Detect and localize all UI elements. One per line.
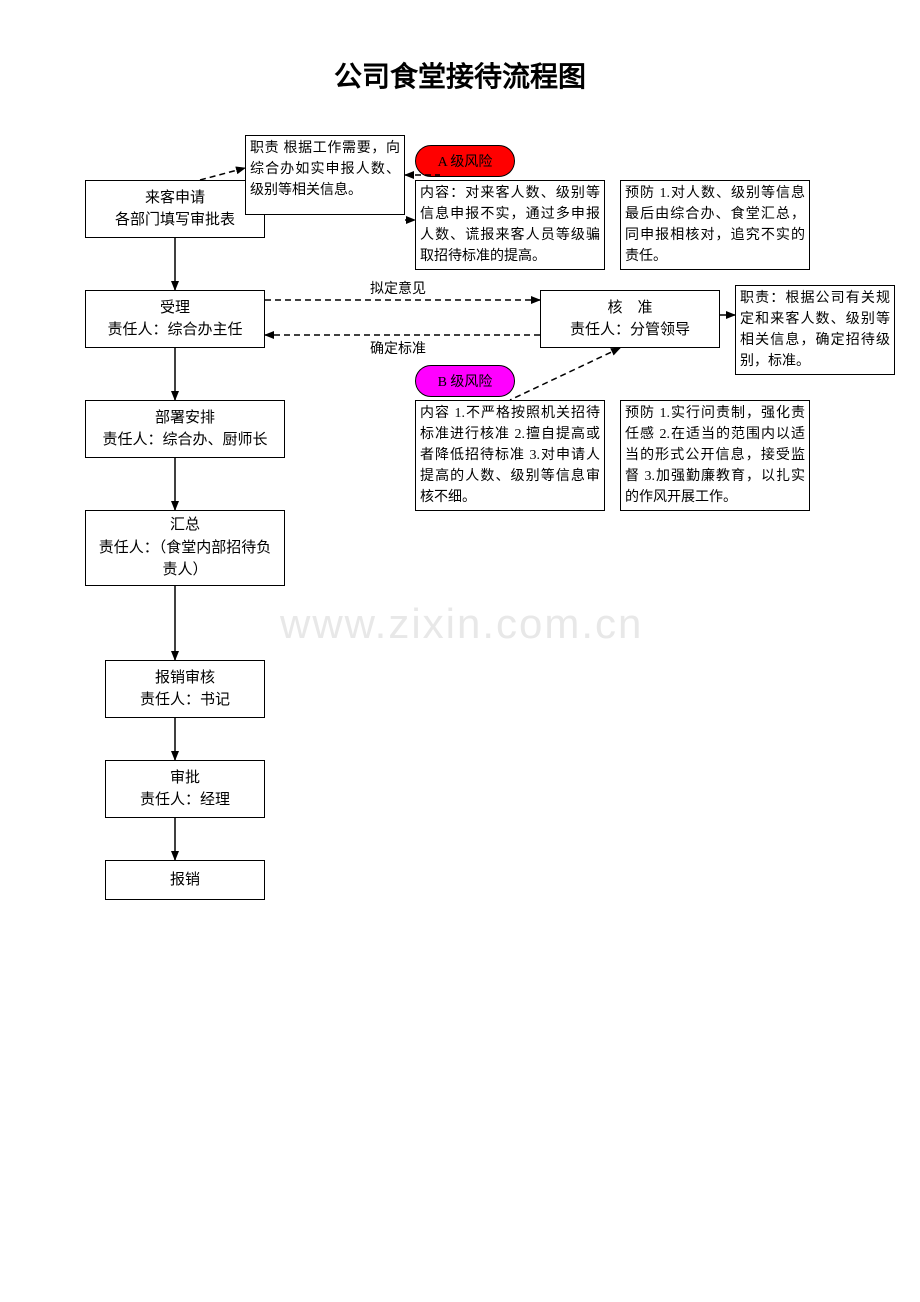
risk-badge-a: A 级风险 (415, 145, 515, 177)
annotation-riskA-prevent: 预防 1.对人数、级别等信息最后由综合办、食堂汇总，同申报相核对，追究不实的责任… (620, 180, 810, 270)
node-reimb-title: 报销 (170, 869, 200, 892)
node-approve-title: 核 准 (607, 297, 652, 320)
node-approve-sub: 责任人：分管领导 (570, 319, 690, 342)
node-apply-sub: 各部门填写审批表 (115, 209, 235, 232)
node-summary: 汇总 责任人：（食堂内部招待负责人） (85, 510, 285, 586)
annotation-riskB-content: 内容 1.不严格按照机关招待标准进行核准 2.擅自提高或者降低招待标准 3.对申… (415, 400, 605, 511)
edge-label-confirm: 确定标准 (370, 338, 426, 358)
node-reimb: 报销 (105, 860, 265, 900)
node-deploy: 部署安排 责任人：综合办、厨师长 (85, 400, 285, 458)
node-deploy-title: 部署安排 (155, 407, 215, 430)
page-title: 公司食堂接待流程图 (0, 55, 920, 95)
node-accept: 受理 责任人：综合办主任 (85, 290, 265, 348)
node-approval-sub: 责任人：经理 (140, 789, 230, 812)
node-apply: 来客申请 各部门填写审批表 (85, 180, 265, 238)
node-approval-title: 审批 (170, 767, 200, 790)
node-apply-title: 来客申请 (145, 187, 205, 210)
node-audit-sub: 责任人：书记 (140, 689, 230, 712)
risk-badge-b: B 级风险 (415, 365, 515, 397)
node-audit: 报销审核 责任人：书记 (105, 660, 265, 718)
node-accept-sub: 责任人：综合办主任 (107, 319, 242, 342)
node-accept-title: 受理 (160, 297, 190, 320)
annotation-duty2: 职责：根据公司有关规定和来客人数、级别等相关信息，确定招待级别，标准。 (735, 285, 895, 375)
node-summary-sub: 责任人：（食堂内部招待负责人） (86, 537, 284, 582)
node-summary-title: 汇总 (170, 514, 200, 537)
annotation-riskB-prevent: 预防 1.实行问责制，强化责任感 2.在适当的范围内以适当的形式公开信息，接受监… (620, 400, 810, 511)
node-deploy-sub: 责任人：综合办、厨师长 (102, 429, 267, 452)
annotation-riskA-content: 内容：对来客人数、级别等信息申报不实，通过多申报人数、谎报来客人员等级骗取招待标… (415, 180, 605, 270)
node-approve: 核 准 责任人：分管领导 (540, 290, 720, 348)
node-approval: 审批 责任人：经理 (105, 760, 265, 818)
node-audit-title: 报销审核 (155, 667, 215, 690)
edge-label-propose: 拟定意见 (370, 278, 426, 298)
annotation-duty1: 职责 根据工作需要，向综合办如实申报人数、级别等相关信息。 (245, 135, 405, 215)
watermark: www.zixin.com.cn (280, 600, 643, 648)
